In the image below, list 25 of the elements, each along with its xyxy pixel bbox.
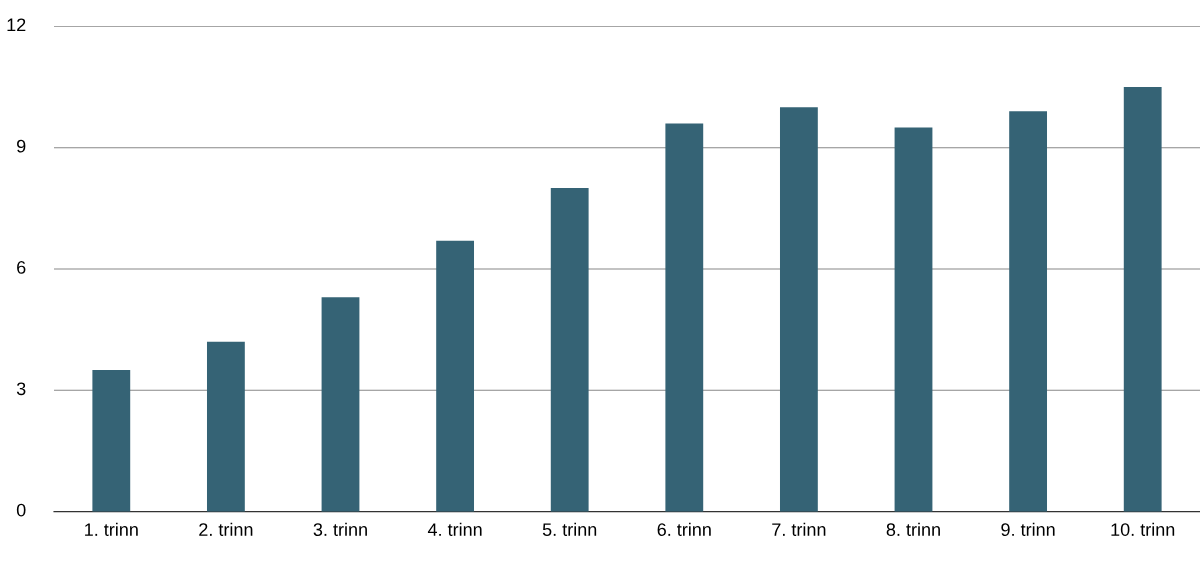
x-tick-label: 3. trinn: [313, 522, 367, 537]
bar: [436, 240, 475, 512]
x-tick-label: 7. trinn: [772, 522, 826, 536]
bar: [550, 188, 589, 512]
x-tick-label: 2. trinn: [199, 522, 253, 536]
y-tick-label: 12: [7, 18, 26, 32]
bar: [894, 127, 933, 512]
bar: [1009, 111, 1048, 512]
bar: [1123, 87, 1162, 512]
bar: [665, 123, 704, 512]
x-tick-label: 10. trinn: [1111, 522, 1175, 537]
bar: [92, 370, 131, 512]
x-tick-label: 6. trinn: [657, 522, 711, 537]
x-tick-label: 8. trinn: [886, 522, 940, 537]
x-tick-label: 1. trinn: [85, 522, 138, 536]
bar: [321, 297, 360, 512]
y-tick-label: 3: [16, 382, 26, 396]
y-tick-label: 6: [17, 261, 26, 274]
x-tick-label: 4. trinn: [427, 522, 482, 536]
x-tick-label: 9. trinn: [1001, 522, 1055, 537]
y-tick-label: 0: [16, 503, 26, 517]
x-tick-label: 5. trinn: [542, 522, 597, 537]
bar: [206, 341, 245, 512]
y-tick-label: 9: [17, 139, 26, 153]
bar: [779, 107, 818, 512]
